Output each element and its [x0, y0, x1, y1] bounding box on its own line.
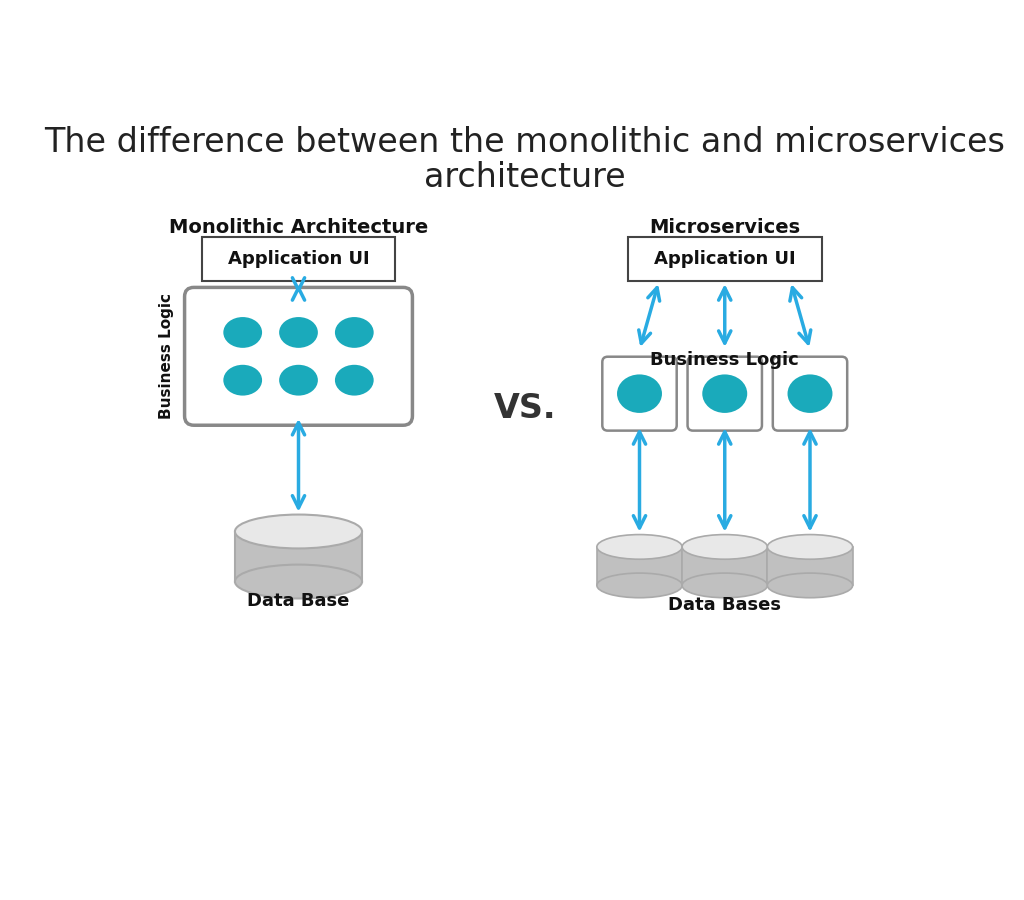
FancyBboxPatch shape: [773, 356, 847, 430]
Ellipse shape: [335, 364, 374, 396]
Text: Data Bases: Data Bases: [669, 596, 781, 614]
Ellipse shape: [280, 364, 317, 396]
Ellipse shape: [280, 317, 317, 348]
Polygon shape: [597, 547, 682, 585]
Ellipse shape: [335, 317, 374, 348]
Ellipse shape: [223, 317, 262, 348]
Ellipse shape: [787, 374, 833, 413]
FancyBboxPatch shape: [628, 237, 821, 281]
FancyBboxPatch shape: [184, 287, 413, 425]
Ellipse shape: [617, 374, 662, 413]
Ellipse shape: [597, 535, 682, 559]
Ellipse shape: [767, 573, 853, 598]
Text: Business Logic: Business Logic: [160, 293, 174, 419]
Text: Data Base: Data Base: [248, 592, 349, 610]
Text: The difference between the monolithic and microservices: The difference between the monolithic an…: [44, 126, 1006, 159]
Ellipse shape: [223, 364, 262, 396]
FancyBboxPatch shape: [687, 356, 762, 430]
Ellipse shape: [234, 515, 362, 548]
FancyBboxPatch shape: [202, 237, 395, 281]
FancyBboxPatch shape: [602, 356, 677, 430]
Text: Microservices: Microservices: [649, 218, 801, 237]
Text: Application UI: Application UI: [654, 250, 796, 268]
Ellipse shape: [702, 374, 748, 413]
Ellipse shape: [597, 573, 682, 598]
Ellipse shape: [682, 573, 767, 598]
Ellipse shape: [234, 564, 362, 598]
Text: VS.: VS.: [494, 392, 556, 425]
Ellipse shape: [767, 535, 853, 559]
Text: Application UI: Application UI: [227, 250, 370, 268]
Text: Monolithic Architecture: Monolithic Architecture: [169, 218, 428, 237]
Polygon shape: [767, 547, 853, 585]
Text: Business Logic: Business Logic: [650, 351, 799, 369]
Polygon shape: [682, 547, 767, 585]
Text: architecture: architecture: [424, 161, 626, 194]
Polygon shape: [234, 532, 362, 581]
Ellipse shape: [682, 535, 767, 559]
